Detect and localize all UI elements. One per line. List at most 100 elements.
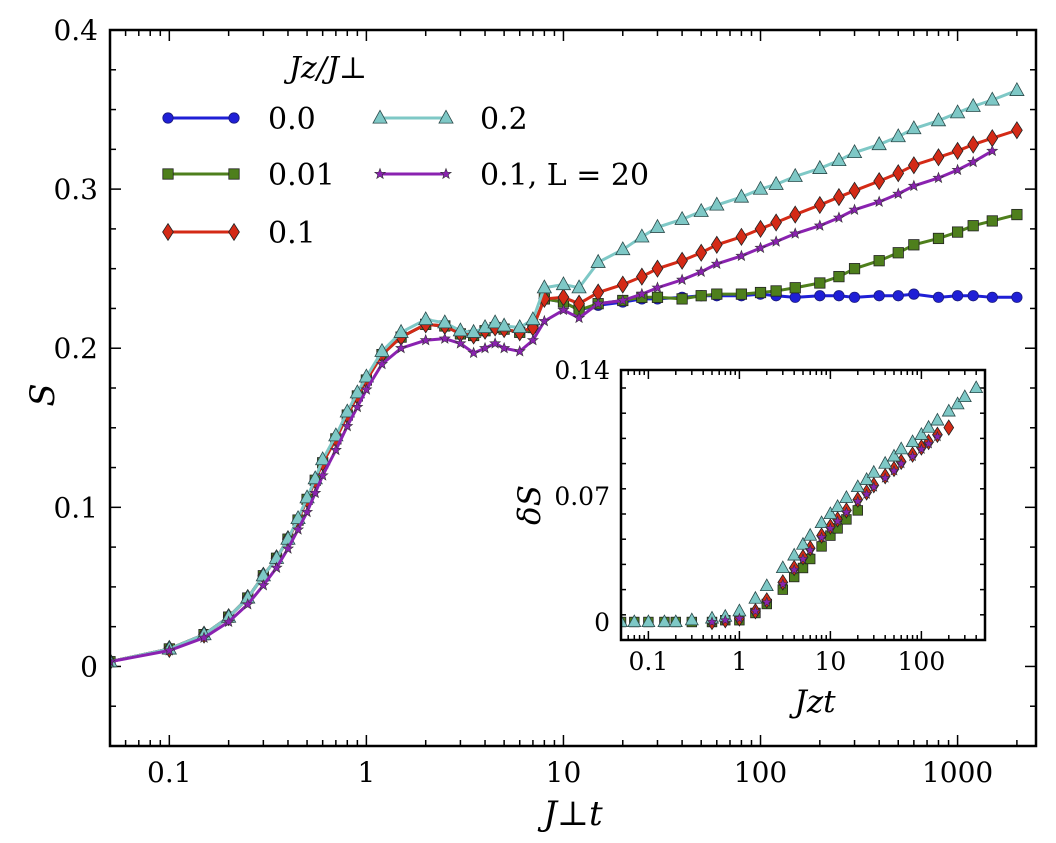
data-point — [395, 341, 408, 354]
data-point — [813, 219, 826, 231]
legend-label: 0.01 — [268, 158, 335, 193]
data-point — [635, 267, 648, 286]
x-tick-label: 0.1 — [629, 647, 669, 676]
data-point — [777, 578, 789, 589]
data-point — [676, 251, 688, 270]
data-point — [621, 614, 629, 628]
data-point — [634, 228, 650, 243]
data-point — [894, 441, 909, 455]
data-point — [438, 332, 451, 344]
data-point — [512, 319, 528, 334]
data-point — [228, 222, 240, 242]
data-point — [489, 337, 502, 349]
data-point — [222, 615, 235, 628]
data-point — [1011, 121, 1023, 140]
data-point — [866, 464, 881, 478]
data-point — [879, 472, 891, 483]
data-point — [908, 239, 920, 251]
data-point — [1011, 291, 1023, 303]
data-point — [1011, 208, 1023, 221]
data-point — [932, 232, 945, 245]
data-point — [465, 323, 482, 338]
data-point — [616, 275, 629, 294]
data-point — [649, 218, 666, 233]
data-point — [986, 129, 999, 148]
data-point — [848, 263, 861, 275]
data-point — [892, 247, 904, 259]
inset-background — [621, 370, 985, 640]
data-point — [830, 499, 845, 512]
data-point — [437, 314, 453, 329]
legend-item: 0.01 — [162, 158, 335, 193]
data-point — [439, 167, 453, 180]
data-point — [832, 211, 845, 223]
data-point — [536, 279, 553, 294]
data-point — [349, 384, 366, 399]
data-point — [438, 109, 454, 124]
data-point — [590, 253, 606, 268]
data-point — [967, 135, 980, 154]
data-point — [525, 311, 541, 326]
legend-label: 0.1 — [268, 216, 316, 251]
data-point — [871, 136, 887, 151]
data-point — [951, 163, 964, 176]
data-point — [859, 472, 874, 485]
data-point — [930, 112, 947, 127]
y-axis-title: S — [23, 383, 63, 406]
data-point — [496, 317, 512, 332]
data-point — [873, 195, 886, 207]
data-point — [833, 290, 845, 302]
data-point — [832, 515, 844, 526]
y-tick-label: 0 — [594, 608, 610, 637]
data-point — [228, 112, 240, 124]
data-point — [360, 383, 373, 395]
data-point — [1009, 81, 1025, 96]
data-point — [789, 205, 802, 224]
data-point — [804, 544, 816, 555]
data-point — [787, 547, 802, 561]
data-point — [657, 614, 672, 628]
data-point — [905, 434, 920, 448]
data-point — [641, 614, 656, 628]
data-point — [513, 345, 526, 357]
data-point — [375, 357, 389, 370]
data-point — [309, 486, 322, 499]
data-point — [674, 210, 690, 225]
data-point — [848, 203, 861, 215]
x-tick-label: 100 — [898, 647, 946, 676]
data-point — [719, 614, 731, 625]
data-point — [775, 560, 790, 574]
data-point — [374, 342, 390, 357]
data-point — [417, 311, 434, 326]
data-point — [789, 227, 802, 239]
data-point — [833, 271, 845, 283]
data-point — [695, 243, 708, 262]
data-point — [986, 215, 998, 227]
legend-label: 0.0 — [268, 102, 316, 137]
data-point — [797, 553, 809, 564]
y-tick-label: 0 — [80, 650, 98, 683]
data-point — [848, 291, 861, 303]
data-point — [914, 427, 929, 440]
data-point — [873, 172, 886, 191]
data-point — [788, 563, 800, 575]
data-point — [754, 286, 767, 299]
data-point — [748, 590, 763, 604]
data-point — [162, 112, 174, 124]
data-point — [789, 291, 801, 303]
data-point — [932, 148, 945, 167]
data-point — [197, 631, 211, 643]
data-point — [824, 522, 836, 534]
data-point — [761, 596, 773, 607]
data-point — [907, 156, 920, 175]
data-point — [957, 389, 972, 403]
data-point — [328, 427, 344, 442]
data-point — [949, 104, 966, 119]
y-tick-label: 0.3 — [53, 173, 98, 206]
data-point — [627, 614, 642, 628]
data-point — [986, 291, 998, 303]
data-point — [538, 314, 551, 327]
data-point — [695, 265, 708, 277]
data-point — [816, 531, 828, 543]
data-point — [668, 614, 683, 628]
